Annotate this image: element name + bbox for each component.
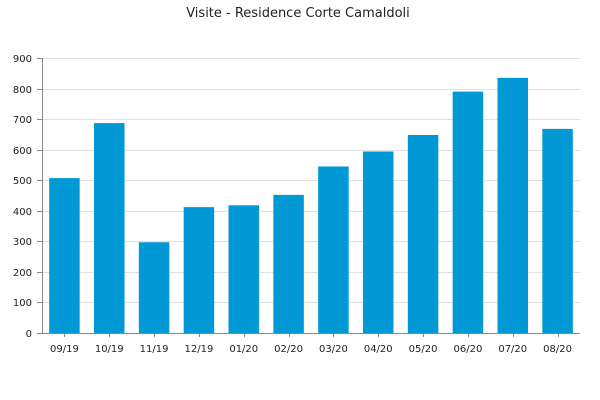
x-tick-label: 03/20	[319, 344, 348, 355]
gridlines	[42, 58, 580, 303]
x-tick-label: 02/20	[274, 344, 303, 355]
axes	[37, 58, 580, 337]
x-tick-label: 01/20	[229, 344, 258, 355]
x-tick-label: 12/19	[185, 344, 214, 355]
bar	[452, 91, 484, 333]
x-tick-label: 07/20	[498, 344, 527, 355]
bar	[497, 77, 528, 333]
y-tick-labels: 0 100 200 300 400 500 600 700 800 900	[13, 54, 32, 340]
x-tick-label: 06/20	[454, 344, 483, 355]
y-tick-label: 100	[13, 298, 32, 309]
bars	[49, 77, 573, 333]
x-tick-label: 05/20	[409, 344, 438, 355]
x-tick-labels: 09/19 10/19 11/19 12/19 01/20 02/20 03/20 04/20…	[50, 344, 572, 355]
bar	[228, 205, 259, 333]
y-tick-label: 400	[13, 207, 32, 218]
x-tick-label: 10/19	[95, 344, 124, 355]
bar	[49, 178, 80, 333]
y-tick-label: 300	[13, 237, 32, 248]
bar	[183, 207, 215, 333]
bar	[273, 194, 304, 333]
y-tick-label: 500	[13, 176, 32, 187]
bar	[363, 151, 394, 333]
bar	[94, 123, 125, 333]
bar	[542, 128, 573, 333]
y-tick-label: 700	[13, 115, 32, 126]
x-tick-label: 09/19	[50, 344, 79, 355]
y-tick-label: 900	[13, 54, 32, 65]
x-tick-label: 08/20	[543, 344, 572, 355]
y-tick-label: 200	[13, 268, 32, 279]
chart-title: Visite - Residence Corte Camaldoli	[186, 6, 410, 21]
y-tick-label: 800	[13, 85, 32, 96]
y-tick-label: 600	[13, 146, 32, 157]
x-tick-label: 04/20	[364, 344, 393, 355]
bar	[138, 242, 170, 333]
x-tick-label: 11/19	[140, 344, 169, 355]
bar	[407, 135, 439, 333]
y-tick-label: 0	[26, 329, 32, 340]
bar	[318, 166, 349, 333]
